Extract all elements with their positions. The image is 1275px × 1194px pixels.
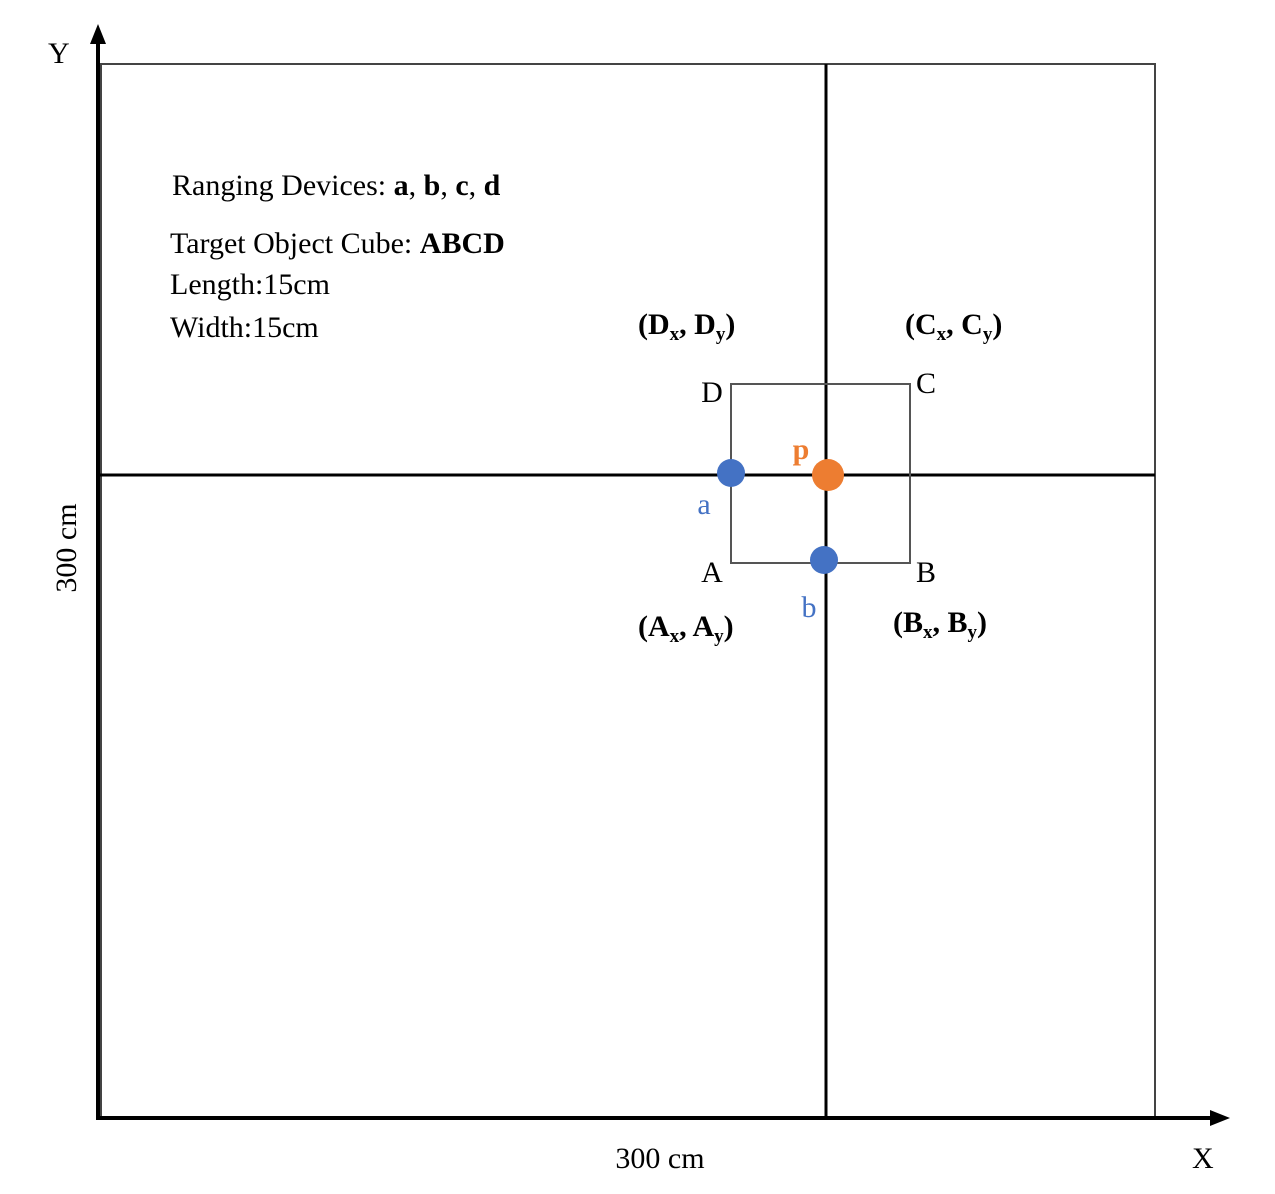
text-segment: y xyxy=(968,622,978,643)
ranging-device xyxy=(810,546,838,574)
text-segment: x xyxy=(670,626,680,647)
y-arrow xyxy=(90,24,106,44)
text-segment: y xyxy=(716,324,726,345)
text-segment: ABCD xyxy=(420,227,505,260)
y-length: 300 cm xyxy=(50,503,83,592)
text-segment: d xyxy=(484,169,501,202)
text-segment: ) xyxy=(992,308,1002,341)
text-segment: b xyxy=(424,169,441,202)
text-segment: x xyxy=(923,622,933,643)
text-segment: ) xyxy=(977,606,987,639)
text-segment: , D xyxy=(679,308,716,341)
text-segment: ) xyxy=(724,610,734,643)
text-segment: a xyxy=(394,169,409,202)
center-point xyxy=(812,459,844,491)
text-segment: (C xyxy=(905,308,937,341)
y-axis-label: Y xyxy=(48,37,70,70)
corner-label: B xyxy=(916,556,936,589)
text-segment: , B xyxy=(933,606,968,639)
corner-coord: (Dx, Dy) xyxy=(638,308,735,345)
text-segment: , xyxy=(409,169,424,202)
text-segment: c xyxy=(455,169,468,202)
text-segment: , C xyxy=(946,308,983,341)
corner-coord: (Ax, Ay) xyxy=(638,610,734,647)
text-segment: x xyxy=(670,324,680,345)
text-segment: x xyxy=(937,324,947,345)
legend-target: Target Object Cube: ABCD xyxy=(170,227,505,260)
corner-label: A xyxy=(701,556,723,589)
device-label: a xyxy=(697,488,710,521)
device-label: b xyxy=(802,591,817,624)
text-segment: y xyxy=(714,626,724,647)
legend-length: Length:15cm xyxy=(170,268,330,301)
text-segment: Ranging Devices: xyxy=(172,169,394,202)
text-segment: y xyxy=(983,324,993,345)
text-segment: , A xyxy=(679,610,714,643)
ranging-device xyxy=(717,459,745,487)
corner-coord: (Cx, Cy) xyxy=(905,308,1002,345)
legend-devices: Ranging Devices: a, b, c, d xyxy=(172,169,501,202)
x-axis-label: X xyxy=(1192,1142,1214,1175)
text-segment: , xyxy=(440,169,455,202)
text-segment: , xyxy=(469,169,484,202)
center-label: p xyxy=(793,433,810,466)
text-segment: ) xyxy=(725,308,735,341)
x-arrow xyxy=(1210,1110,1230,1126)
area-border xyxy=(100,63,1156,1119)
x-length: 300 cm xyxy=(615,1142,704,1175)
text-segment: Target Object Cube: xyxy=(170,227,420,260)
legend-width: Width:15cm xyxy=(170,311,319,344)
corner-label: C xyxy=(916,367,936,400)
text-segment: (B xyxy=(893,606,923,639)
text-segment: (A xyxy=(638,610,670,643)
text-segment: (D xyxy=(638,308,670,341)
corner-coord: (Bx, By) xyxy=(893,606,987,643)
corner-label: D xyxy=(701,376,723,409)
